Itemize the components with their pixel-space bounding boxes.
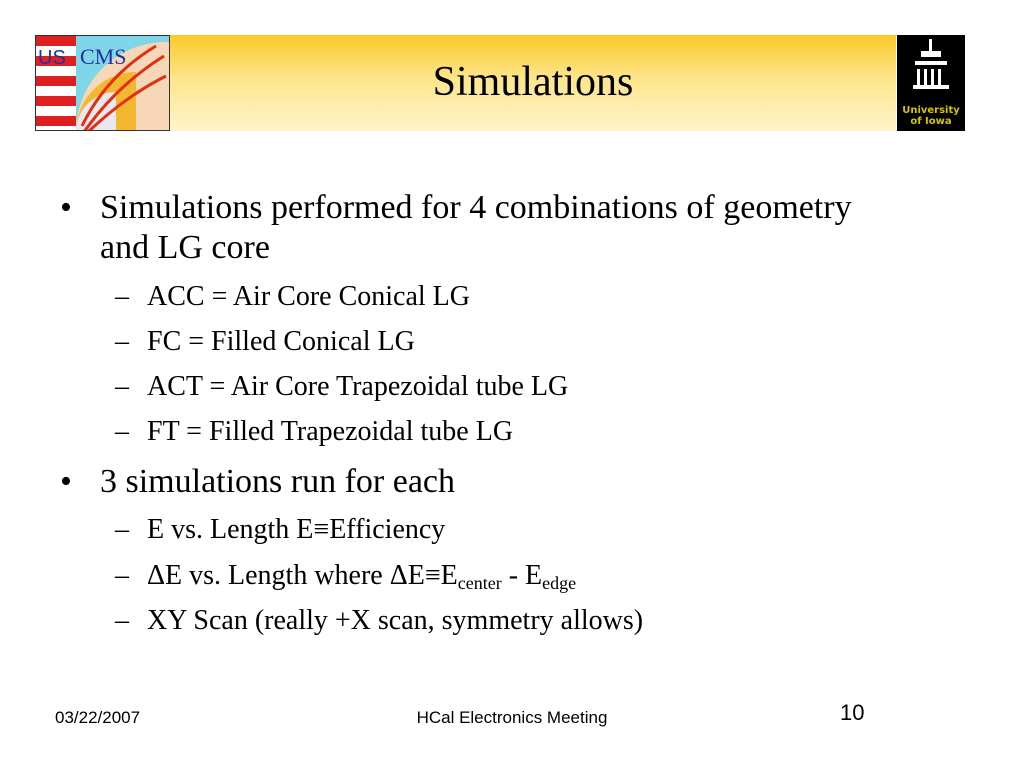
uscms-logo: US CMS: [35, 35, 170, 131]
bullet-text: Simulations performed for 4 combinations…: [100, 189, 852, 266]
dash-icon: –: [115, 605, 129, 636]
dash-icon: –: [115, 371, 129, 402]
dash-icon: –: [115, 281, 129, 312]
title-band: [170, 35, 896, 131]
footer-date: 03/22/2007: [55, 708, 141, 727]
footer-title: HCal Electronics Meeting: [416, 708, 608, 727]
page-number: 10: [840, 700, 865, 725]
uscms-logo-text: US: [38, 47, 66, 69]
bullet-icon: •: [60, 189, 72, 226]
university-of-iowa-logo: University of Iowa: [897, 35, 965, 131]
dash-icon: –: [115, 416, 129, 447]
dash-icon: –: [115, 560, 129, 591]
bullet-text: 3 simulations run for each: [100, 463, 456, 500]
slide-title: Simulations: [432, 59, 634, 105]
dash-icon: –: [115, 514, 129, 545]
dash-icon: –: [115, 326, 129, 357]
bullet-icon: •: [60, 463, 72, 500]
svg-text:CMS: CMS: [80, 44, 126, 69]
